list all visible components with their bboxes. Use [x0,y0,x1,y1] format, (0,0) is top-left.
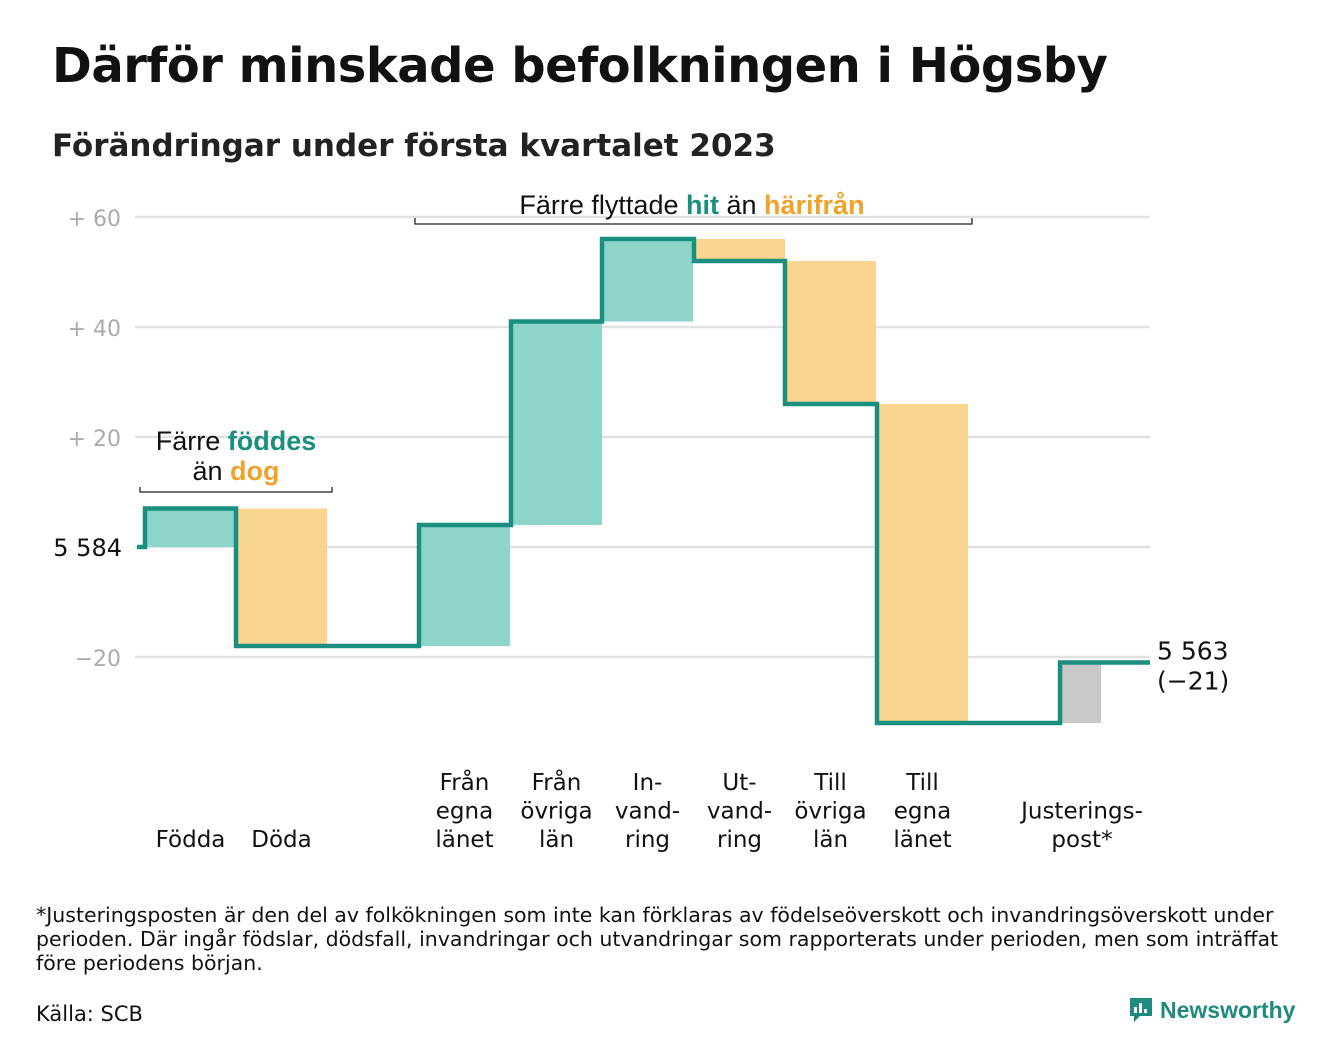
annotation-births-line2: än dog [192,456,279,486]
waterfall-bar [145,508,236,547]
annotation-part: dog [230,456,279,486]
line-layer: 5 563(−21) [137,236,1229,726]
category-label-line: länet [435,827,493,853]
baseline-label: 5 584 [53,534,122,562]
y-tick-label: + 20 [68,427,121,452]
category-label-line: län [539,827,574,853]
category-label-line: ring [717,827,762,853]
category-label-line: post* [1051,827,1112,853]
annotation-part: härifrån [764,190,865,220]
category-label-line: Födda [156,827,226,853]
waterfall-bar [1060,662,1101,723]
category-label: Från egna länet [435,768,493,853]
category-label: Från övriga län [520,768,592,853]
waterfall-bar [877,404,968,723]
y-tick-label: −20 [75,647,121,672]
category-label-line: egna [894,799,951,825]
chart-title: Därför minskade befolkningen i Högsby [52,38,1108,94]
running-total-line [137,236,1150,726]
category-label-line: Döda [251,827,311,853]
waterfall-bar [236,508,327,646]
annotation-part: Färre [156,426,228,456]
waterfall-bar [511,321,602,525]
category-label-line: vand- [615,799,680,825]
brand-name: Newsworthy [1160,996,1296,1023]
category-label: Justerings-post* [1019,799,1143,854]
annotation-part: hit [686,190,719,220]
category-label-line: Till [813,770,847,796]
footnote: *Justeringsposten är den del av folkökni… [36,903,1279,975]
annotation-part: Färre flyttade [519,190,686,220]
annotation-part: än [192,456,230,486]
bar-layer [145,239,1101,723]
annotation-part: föddes [228,426,317,456]
waterfall-bar [602,239,693,322]
category-label-line: ring [625,827,670,853]
annotation-bracket [139,487,333,493]
bar-chart-icon [1130,998,1152,1022]
chart-subtitle: Förändringar under första kvartalet 2023 [52,128,776,164]
source-label: Källa: SCB [36,1002,143,1026]
category-label-line: länet [893,827,951,853]
category-label-line: övriga [794,799,866,825]
category-label-line: län [813,827,848,853]
waterfall-bar [419,525,510,646]
category-label: In-vand-ring [615,770,680,853]
category-label-line: vand- [707,799,772,825]
category-label: Födda [156,827,226,853]
waterfall-bar [694,239,785,261]
category-label: Döda [251,827,311,853]
category-label-line: Justerings- [1019,799,1143,825]
category-label-line: övriga [520,799,592,825]
annotation-migration: Färre flyttade hit än härifrån [519,190,864,220]
category-label-line: In- [633,770,663,796]
end-change-label: (−21) [1157,667,1229,696]
annotation-births-line1: Färre föddes [156,426,317,456]
annotation-bracket [414,218,973,225]
annotation-part: än [719,190,764,220]
category-label: Ut-vand-ring [707,770,772,853]
category-label-line: Från [532,768,582,796]
category-label-line: Från [440,768,490,796]
category-label: Till egna länet [893,770,951,853]
category-label-line: egna [436,799,493,825]
category-label-line: Till [905,770,939,796]
brand-logo: Newsworthy [1128,996,1295,1024]
category-label: Till övriga län [794,770,866,853]
end-value-label: 5 563 [1157,637,1229,666]
y-tick-label: + 60 [68,207,121,232]
waterfall-bar [785,261,876,404]
y-tick-label: + 40 [68,317,121,342]
category-label-line: Ut- [722,770,756,796]
waterfall-chart: + 60 + 40 + 20 5 584 −20 5 563(−21) Färre fö… [53,190,1229,853]
